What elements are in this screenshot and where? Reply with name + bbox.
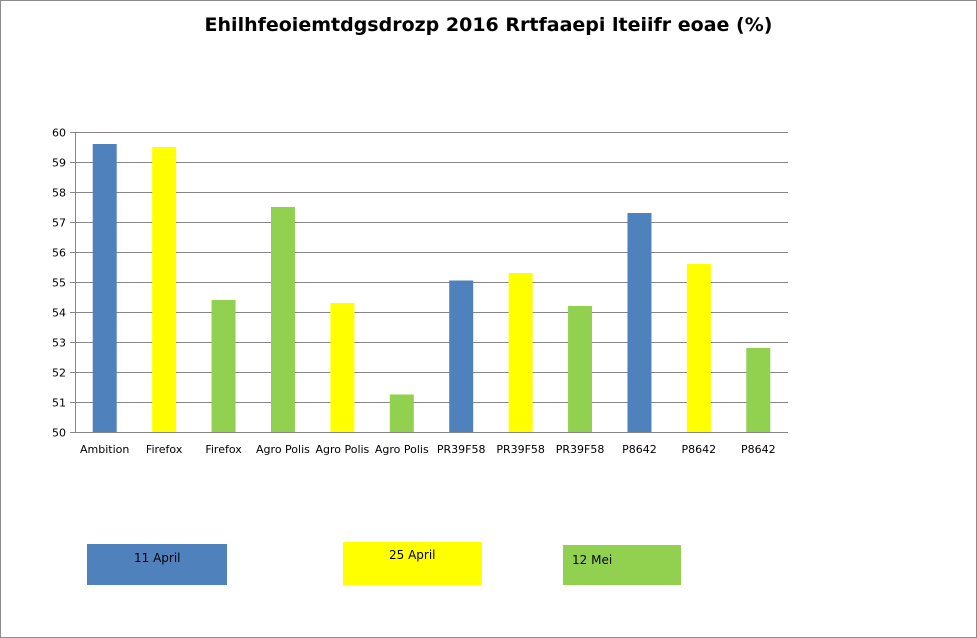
y-tick-label: 51 <box>52 397 66 410</box>
x-tick-label: P8642 <box>741 443 776 456</box>
x-tick-label: PR39F58 <box>556 443 605 456</box>
bars <box>92 144 771 432</box>
x-tick-label: Agro Polis <box>256 443 310 456</box>
x-tick-label: PR39F58 <box>437 443 486 456</box>
legend-swatch <box>87 544 227 585</box>
bar <box>627 213 652 432</box>
x-tick-label: Firefox <box>146 443 183 456</box>
x-tick-label: Firefox <box>205 443 242 456</box>
y-tick-label: 54 <box>52 307 66 320</box>
bar <box>152 147 177 432</box>
y-tick-label: 58 <box>52 187 66 200</box>
x-tick-label: P8642 <box>682 443 717 456</box>
x-tick-label: Ambition <box>80 443 129 456</box>
y-tick-label: 50 <box>52 427 66 440</box>
x-axis-ticks: Ambition Firefox Firefox Agro Polis Agro Pol… <box>75 432 788 456</box>
legend-label: 25 April <box>389 548 436 562</box>
legend-swatch <box>563 545 681 585</box>
legend-label: 12 Mei <box>572 553 613 567</box>
bar <box>508 273 533 432</box>
x-tick-label: PR39F58 <box>496 443 545 456</box>
bar <box>568 306 593 432</box>
y-tick-label: 53 <box>52 337 66 350</box>
bar <box>270 207 295 432</box>
y-tick-label: 60 <box>52 127 66 140</box>
y-tick-label: 56 <box>52 247 66 260</box>
y-tick-label: 55 <box>52 277 66 290</box>
bar <box>389 394 414 432</box>
bar <box>686 264 711 432</box>
legend-label: 11 April <box>134 551 181 565</box>
y-tick-label: 57 <box>52 217 66 230</box>
gridlines <box>75 132 788 433</box>
x-tick-label: P8642 <box>622 443 657 456</box>
y-tick-label: 59 <box>52 157 66 170</box>
legend-swatch <box>343 542 482 585</box>
bar <box>92 144 117 432</box>
bar <box>449 280 474 432</box>
y-axis-ticks: 50 51 52 53 54 55 56 57 58 59 60 <box>52 127 76 440</box>
bar <box>746 348 771 432</box>
bar <box>211 300 236 432</box>
bar <box>330 303 355 432</box>
y-tick-label: 52 <box>52 367 66 380</box>
chart-title: Ehilhfeoiemtdgsdrozp 2016 Rrtfaaepi ltei… <box>204 14 773 36</box>
x-tick-label: Agro Polis <box>315 443 369 456</box>
x-tick-label: Agro Polis <box>375 443 429 456</box>
